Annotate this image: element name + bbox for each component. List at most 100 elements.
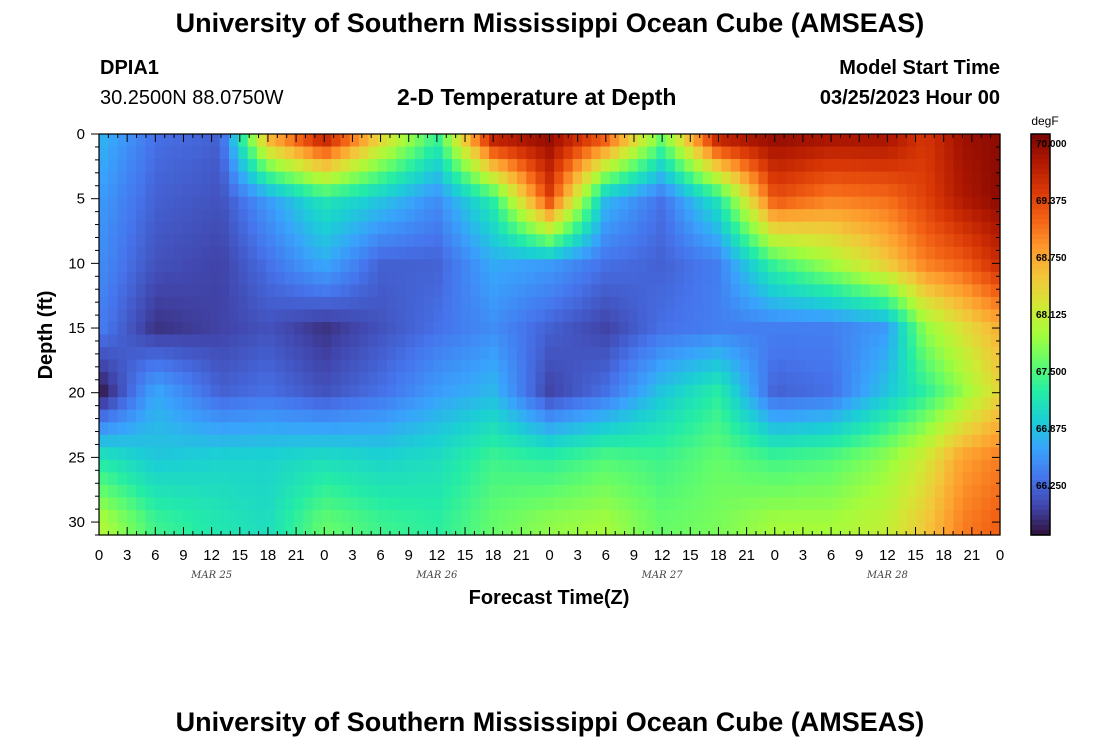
heatmap-cell	[684, 246, 695, 260]
colorbar-tick-label: 70.000	[1036, 139, 1067, 150]
heatmap-cell	[619, 509, 630, 524]
heatmap-cell	[516, 397, 527, 411]
heatmap-cell	[582, 146, 592, 160]
heatmap-cell	[479, 196, 490, 210]
heatmap-cell	[461, 146, 472, 160]
heatmap-cell	[795, 347, 806, 361]
heatmap-cell	[405, 259, 416, 273]
heatmap-cell	[99, 284, 109, 298]
heatmap-cell	[247, 296, 258, 311]
heatmap-cell	[266, 271, 277, 285]
heatmap-cell	[219, 184, 230, 198]
colorbar-swatch	[1031, 379, 1050, 386]
heatmap-cell	[117, 484, 128, 499]
heatmap-cell	[461, 447, 472, 461]
heatmap-cell	[479, 184, 490, 198]
heatmap-cell	[842, 359, 852, 373]
heatmap-cell	[164, 184, 174, 198]
heatmap-cell	[99, 309, 109, 323]
heatmap-cell	[451, 271, 462, 285]
heatmap-cell	[739, 484, 750, 499]
heatmap-cell	[359, 522, 369, 536]
heatmap-cell	[414, 447, 425, 461]
heatmap-cell	[479, 522, 490, 536]
heatmap-cell	[739, 184, 750, 198]
heatmap-cell	[294, 359, 304, 373]
heatmap-cell	[879, 259, 890, 273]
heatmap-cell	[721, 497, 732, 511]
heatmap-cell	[256, 447, 267, 461]
heatmap-cell	[591, 134, 602, 148]
heatmap-cell	[767, 497, 778, 511]
heatmap-cell	[795, 459, 806, 473]
heatmap-cell	[294, 284, 304, 298]
heatmap-cell	[331, 271, 342, 285]
heatmap-cell	[934, 234, 945, 248]
heatmap-cell	[767, 334, 778, 348]
heatmap-cell	[126, 196, 137, 210]
heatmap-cell	[516, 334, 527, 348]
heatmap-cell	[962, 184, 973, 198]
heatmap-cell	[823, 397, 834, 411]
heatmap-cell	[359, 434, 369, 448]
heatmap-cell	[916, 309, 927, 323]
heatmap-cell	[516, 146, 527, 160]
heatmap-cell	[396, 447, 407, 461]
heatmap-cell	[851, 321, 862, 336]
heatmap-cell	[210, 522, 221, 536]
x-tick-label: 21	[964, 547, 981, 564]
heatmap-cell	[721, 484, 732, 499]
heatmap-cell	[340, 384, 351, 398]
heatmap-cell	[303, 321, 314, 336]
heatmap-cell	[284, 459, 295, 473]
heatmap-cell	[386, 459, 397, 473]
heatmap-cell	[154, 159, 165, 173]
heatmap-cell	[647, 472, 657, 486]
heatmap-cell	[108, 459, 119, 473]
heatmap-cell	[405, 447, 416, 461]
heatmap-cell	[665, 309, 676, 323]
heatmap-cell	[126, 372, 137, 386]
heatmap-cell	[256, 184, 267, 198]
heatmap-cell	[795, 509, 806, 524]
heatmap-cell	[814, 447, 825, 461]
heatmap-cell	[247, 509, 258, 524]
heatmap-cell	[554, 184, 565, 198]
heatmap-cell	[386, 359, 397, 373]
heatmap-cell	[869, 234, 880, 248]
heatmap-cell	[972, 409, 983, 423]
heatmap-cell	[582, 209, 592, 223]
heatmap-cell	[386, 321, 397, 336]
heatmap-cell	[591, 234, 602, 248]
heatmap-cell	[916, 196, 927, 210]
heatmap-cell	[990, 246, 1001, 260]
heatmap-cell	[730, 209, 741, 223]
heatmap-cell	[201, 271, 212, 285]
heatmap-cell	[516, 347, 527, 361]
heatmap-cell	[693, 459, 704, 473]
heatmap-cell	[238, 359, 249, 373]
heatmap-cell	[777, 221, 787, 235]
heatmap-cell	[433, 409, 444, 423]
heatmap-cell	[303, 397, 314, 411]
heatmap-cell	[897, 347, 908, 361]
heatmap-cell	[628, 409, 639, 423]
heatmap-cell	[972, 497, 983, 511]
heatmap-cell	[154, 509, 165, 524]
heatmap-cell	[414, 146, 425, 160]
heatmap-cell	[619, 347, 630, 361]
heatmap-cell	[479, 509, 490, 524]
heatmap-cell	[972, 209, 983, 223]
heatmap-cell	[869, 347, 880, 361]
heatmap-cell	[554, 296, 565, 311]
heatmap-cell	[433, 397, 444, 411]
heatmap-cell	[814, 422, 825, 436]
heatmap-cell	[154, 296, 165, 311]
heatmap-cell	[535, 397, 546, 411]
heatmap-cell	[563, 484, 574, 499]
x-tick-label: 0	[320, 547, 328, 564]
heatmap-cell	[777, 259, 787, 273]
heatmap-cell	[795, 359, 806, 373]
colorbar-swatch	[1031, 239, 1050, 245]
